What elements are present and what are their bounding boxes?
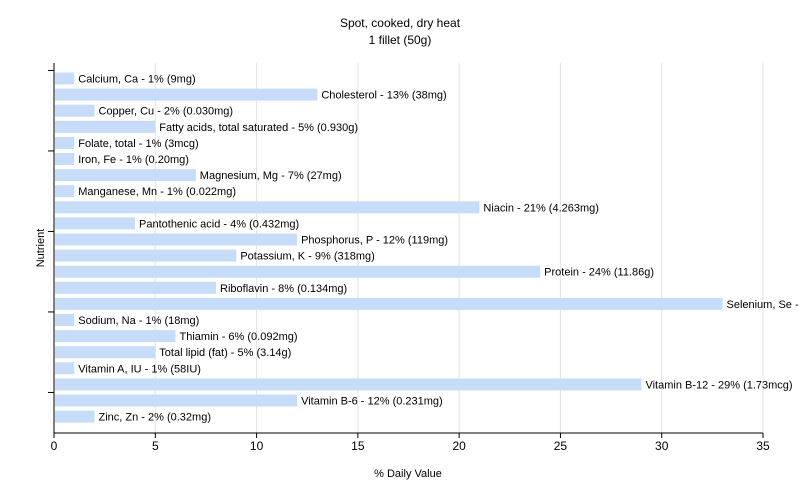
chart-title: Spot, cooked, dry heat xyxy=(340,16,461,30)
x-tick-label: 10 xyxy=(250,439,264,453)
bar-label: Pantothenic acid - 4% (0.432mg) xyxy=(139,218,299,230)
x-tick-label: 25 xyxy=(554,439,568,453)
bar-label: Cholesterol - 13% (38mg) xyxy=(321,90,446,102)
bar xyxy=(55,153,75,165)
x-tick-label: 15 xyxy=(351,439,365,453)
bar-label: Iron, Fe - 1% (0.20mg) xyxy=(78,154,189,166)
bar-label: Sodium, Na - 1% (18mg) xyxy=(78,315,199,327)
x-axis-label: % Daily Value xyxy=(374,468,442,480)
bar xyxy=(55,378,642,391)
bar xyxy=(55,249,237,262)
bar xyxy=(55,330,176,343)
x-tick-label: 0 xyxy=(51,439,58,453)
grid-lines xyxy=(154,63,764,433)
bar xyxy=(55,233,298,246)
bar-label: Magnesium, Mg - 7% (27mg) xyxy=(200,170,342,182)
x-tick-label: 5 xyxy=(152,439,159,453)
bar-label: Vitamin B-6 - 12% (0.231mg) xyxy=(301,396,443,408)
bar-label: Potassium, K - 9% (318mg) xyxy=(240,251,374,263)
bar-label: Fatty acids, total saturated - 5% (0.930… xyxy=(159,122,358,134)
bar-label: Riboflavin - 8% (0.134mg) xyxy=(220,283,347,295)
x-tick-label: 30 xyxy=(655,439,669,453)
bar xyxy=(55,185,75,198)
bar xyxy=(55,201,480,214)
bar xyxy=(55,346,156,359)
bar-label: Zinc, Zn - 2% (0.32mg) xyxy=(99,412,211,424)
bar-label: Phosphorus, P - 12% (119mg) xyxy=(301,235,448,247)
bar xyxy=(55,120,156,133)
y-axis-label: Nutrient xyxy=(35,229,47,268)
bar-label: Manganese, Mn - 1% (0.022mg) xyxy=(78,186,236,198)
axes-group: 0 5 10 15 20 25 30 35 xyxy=(48,63,770,453)
bar xyxy=(55,136,75,149)
bar-label: Folate, total - 1% (3mcg) xyxy=(78,138,198,150)
bar xyxy=(55,265,541,278)
x-tick-label: 35 xyxy=(756,439,770,453)
bars-group: Calcium, Ca - 1% (9mg) Cholesterol - 13% … xyxy=(55,72,800,424)
bar xyxy=(55,72,75,85)
bar-label: Niacin - 21% (4.263mg) xyxy=(483,202,599,214)
bar xyxy=(55,410,95,423)
chart-subtitle: 1 fillet (50g) xyxy=(369,33,432,47)
bar xyxy=(55,297,723,310)
bar xyxy=(55,281,217,294)
bar-label: Vitamin A, IU - 1% (58IU) xyxy=(78,363,201,375)
bar-label: Copper, Cu - 2% (0.030mg) xyxy=(99,106,234,118)
bar-label: Calcium, Ca - 1% (9mg) xyxy=(78,74,195,86)
bar xyxy=(55,104,95,117)
bar xyxy=(55,314,75,326)
x-tick-label: 20 xyxy=(452,439,466,453)
bar-label: Total lipid (fat) - 5% (3.14g) xyxy=(159,347,291,359)
bar-label: Selenium, Se - 33% (23.4mcg) xyxy=(726,299,800,311)
bar-label: Vitamin B-12 - 29% (1.73mcg) xyxy=(645,379,792,391)
bar xyxy=(55,217,136,230)
bar-label: Protein - 24% (11.86g) xyxy=(544,267,654,279)
bar xyxy=(55,394,298,407)
bar-label: Thiamin - 6% (0.092mg) xyxy=(180,331,298,343)
bar xyxy=(55,88,318,101)
bar xyxy=(55,169,196,182)
bar xyxy=(55,362,75,375)
